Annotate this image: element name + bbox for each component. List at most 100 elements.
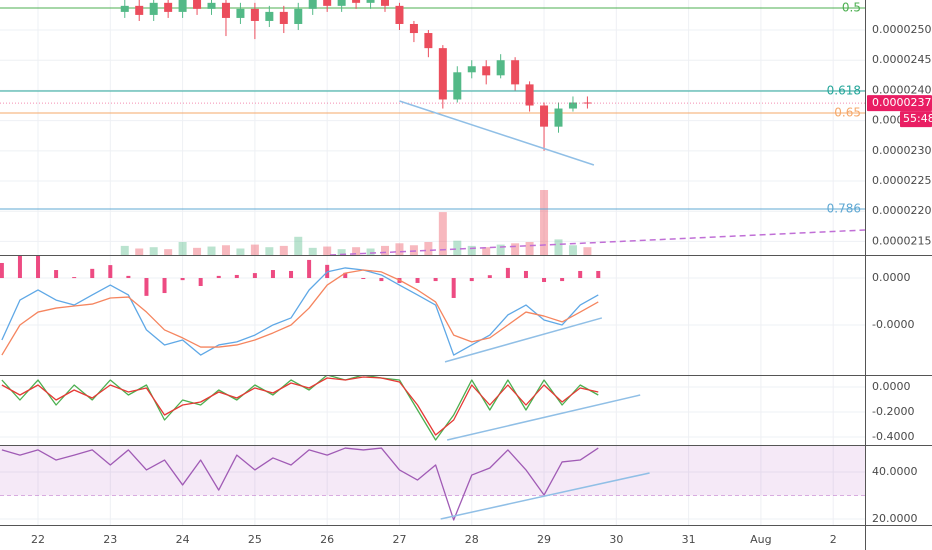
candle-body xyxy=(409,23,418,34)
candle-body xyxy=(496,60,505,76)
histogram-bar xyxy=(578,270,583,279)
volume-bar xyxy=(120,245,129,255)
indicator-line xyxy=(1,447,599,521)
x-tick-label: 27 xyxy=(392,533,406,546)
countdown-label: 55:48 xyxy=(903,112,932,125)
candle-body xyxy=(381,0,390,6)
y-tick-label: 0.00002250 xyxy=(872,174,932,187)
histogram-bar xyxy=(252,273,257,279)
y-tick-label: -0.0000 xyxy=(872,318,914,331)
indicator-line xyxy=(1,376,599,436)
volume-bar xyxy=(540,190,549,255)
candle-body xyxy=(525,84,534,106)
candle-body xyxy=(207,2,216,9)
candle-body xyxy=(568,102,577,109)
plot-layer xyxy=(0,0,865,525)
candle-body xyxy=(395,5,404,24)
histogram-bar xyxy=(596,270,601,279)
fib-level-label: 0.5 xyxy=(842,1,861,15)
histogram-bar xyxy=(361,278,366,280)
pane xyxy=(0,445,865,525)
trend-line xyxy=(447,394,641,441)
candle-body xyxy=(279,11,288,24)
band xyxy=(0,445,865,496)
volume-bar xyxy=(221,245,230,255)
trend-line xyxy=(444,317,603,363)
y-tick-label: 40.0000 xyxy=(872,465,918,478)
pane xyxy=(0,375,865,445)
volume-bar xyxy=(583,247,592,255)
pane xyxy=(0,255,865,375)
candle-body xyxy=(149,2,158,15)
histogram-bar xyxy=(487,275,492,279)
fib-level-label: 0.618 xyxy=(827,84,861,98)
candle-body xyxy=(366,0,375,3)
last-price-tag xyxy=(867,95,932,112)
volume-bar xyxy=(525,242,534,255)
volume-bar xyxy=(496,244,505,255)
histogram-bar xyxy=(54,270,59,279)
trend-line xyxy=(440,472,650,520)
candle-body xyxy=(236,8,245,18)
histogram-bar xyxy=(144,278,149,296)
volume-bar xyxy=(467,245,476,255)
candle-body xyxy=(482,66,491,76)
y-tick-label: 0.00002150 xyxy=(872,234,932,247)
volume-bar xyxy=(511,243,520,255)
candle-body xyxy=(554,108,563,127)
y-tick-label: 0.00002400 xyxy=(872,83,932,96)
candle-body xyxy=(178,0,187,12)
volume-bar xyxy=(424,242,433,255)
candle-body xyxy=(583,102,592,104)
histogram-bar xyxy=(180,278,185,281)
histogram-bar xyxy=(72,277,77,279)
volume-bar xyxy=(482,247,491,255)
histogram-bar xyxy=(126,275,131,279)
histogram-bar xyxy=(451,278,456,298)
y-tick-label: 0.00002450 xyxy=(872,53,932,66)
candle-body xyxy=(120,5,129,12)
histogram-bar xyxy=(36,255,41,279)
x-tick-label: 26 xyxy=(320,533,334,546)
histogram-bar xyxy=(90,268,95,279)
volume-bar xyxy=(554,239,563,255)
x-tick-label: 30 xyxy=(609,533,623,546)
trend-line xyxy=(399,100,595,166)
volume-bar xyxy=(193,247,202,255)
histogram-bar xyxy=(108,265,113,279)
histogram-bar xyxy=(542,278,547,283)
volume-bar xyxy=(236,248,245,255)
last-price-label: 0.00002379 xyxy=(872,96,932,109)
histogram-bar xyxy=(289,270,294,279)
histogram-bar xyxy=(307,259,312,279)
volume-bar xyxy=(149,247,158,255)
fib-level-label: 0.65 xyxy=(834,106,861,120)
y-tick-label: 0.0000 xyxy=(872,380,911,393)
histogram-bar xyxy=(17,255,22,279)
candle-body xyxy=(337,0,346,6)
x-tick-label: 28 xyxy=(465,533,479,546)
histogram-bar xyxy=(523,270,528,279)
candle-body xyxy=(265,11,274,21)
x-tick-label: 22 xyxy=(31,533,45,546)
y-tick-label: 20.0000 xyxy=(872,512,918,525)
pane xyxy=(0,0,865,255)
volume-bar xyxy=(568,245,577,255)
volume-bar xyxy=(395,243,404,255)
countdown-tag xyxy=(900,111,932,128)
volume-bar xyxy=(337,249,346,255)
histogram-bar xyxy=(162,278,167,294)
volume-bar xyxy=(366,248,375,255)
y-tick-label: 0.0000 xyxy=(872,271,911,284)
volume-bar xyxy=(352,247,361,255)
candle-body xyxy=(453,72,462,100)
indicator-line xyxy=(1,269,599,356)
x-tick-label: 2 xyxy=(830,533,837,546)
histogram-bar xyxy=(433,278,438,282)
candle-body xyxy=(221,2,230,18)
volume-bar xyxy=(250,244,259,255)
